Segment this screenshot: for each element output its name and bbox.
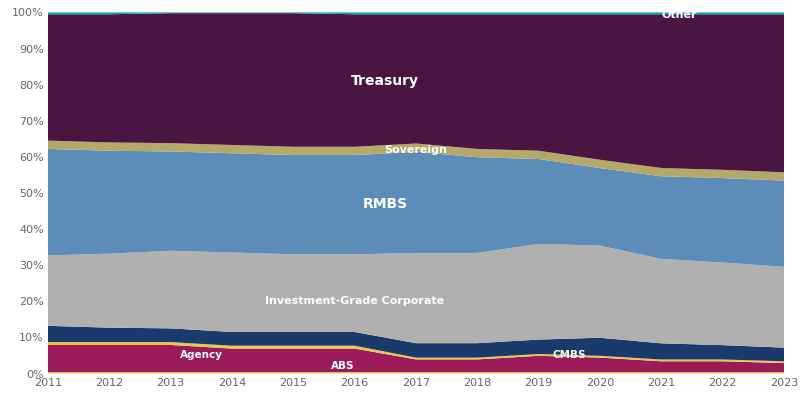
Text: RMBS: RMBS bbox=[362, 197, 408, 211]
Text: Sovereign: Sovereign bbox=[385, 145, 447, 155]
Text: CMBS: CMBS bbox=[553, 350, 586, 361]
Text: Agency: Agency bbox=[180, 350, 223, 360]
Text: Investment-Grade Corporate: Investment-Grade Corporate bbox=[265, 296, 444, 306]
Text: Other: Other bbox=[662, 10, 697, 20]
Text: ABS: ABS bbox=[330, 361, 354, 371]
Text: Treasury: Treasury bbox=[351, 74, 419, 88]
